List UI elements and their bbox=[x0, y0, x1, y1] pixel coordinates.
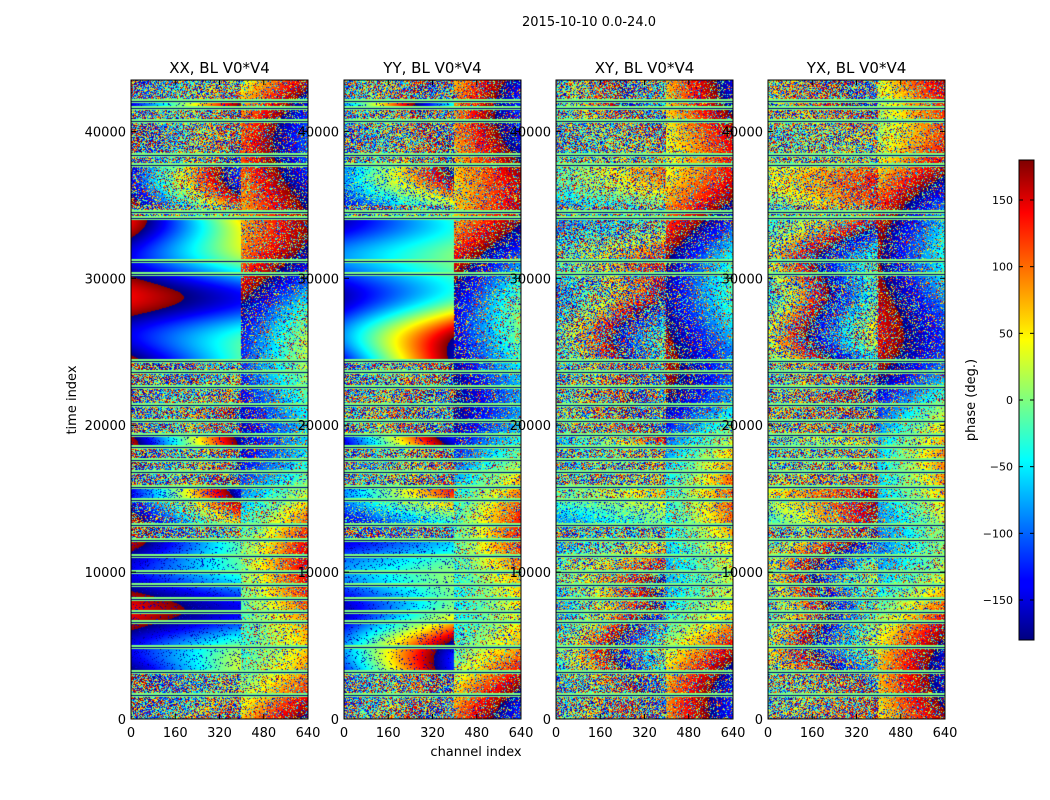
panel-xy: XY, BL V0*V4 0 160 320 480 640 0 10000 20000 3000… bbox=[510, 59, 746, 741]
figure-suptitle: 2015-10-10 0.0-24.0 bbox=[522, 15, 656, 30]
y-tick-label: 0 bbox=[543, 713, 551, 728]
panel-title: XX, BL V0*V4 bbox=[169, 59, 270, 77]
x-tick-label: 480 bbox=[251, 726, 276, 741]
x-tick-label: 320 bbox=[844, 726, 869, 741]
y-tick-label: 40000 bbox=[85, 125, 126, 140]
y-tick-label: 10000 bbox=[85, 566, 126, 581]
x-tick-label: 0 bbox=[127, 726, 135, 741]
x-tick-label: 320 bbox=[420, 726, 445, 741]
panel-title: XY, BL V0*V4 bbox=[595, 59, 695, 77]
x-tick-label: 0 bbox=[340, 726, 348, 741]
y-tick-label: 40000 bbox=[510, 125, 551, 140]
x-tick-label: 160 bbox=[588, 726, 613, 741]
x-tick-label: 160 bbox=[163, 726, 188, 741]
panel-yy: YY, BL V0*V4 0 160 320 480 640 0 10000 20000 3000… bbox=[298, 59, 534, 741]
x-tick-label: 480 bbox=[464, 726, 489, 741]
colorbar-ticks: 150 100 50 0 −50 −100 −150 bbox=[983, 194, 1034, 607]
x-tick-label: 480 bbox=[888, 726, 913, 741]
x-tick-label: 160 bbox=[376, 726, 401, 741]
phase-heatmap-image bbox=[768, 80, 945, 719]
y-tick-label: 20000 bbox=[510, 419, 551, 434]
phase-heatmap-image bbox=[131, 80, 308, 719]
colorbar-tick-label: −100 bbox=[983, 527, 1013, 540]
x-tick-label: 640 bbox=[509, 726, 534, 741]
x-tick-label: 640 bbox=[933, 726, 958, 741]
x-tick-label: 320 bbox=[207, 726, 232, 741]
colorbar-tick-label: 100 bbox=[992, 261, 1013, 274]
colorbar-tick-label: 0 bbox=[1006, 394, 1013, 407]
x-tick-label: 160 bbox=[800, 726, 825, 741]
phase-heatmap-image bbox=[556, 80, 733, 719]
colorbar: 150 100 50 0 −50 −100 −150 phase (deg.) bbox=[964, 159, 1035, 641]
y-tick-label: 10000 bbox=[510, 566, 551, 581]
colorbar-label: phase (deg.) bbox=[964, 359, 979, 441]
x-tick-label: 640 bbox=[721, 726, 746, 741]
y-tick-label: 20000 bbox=[85, 419, 126, 434]
colorbar-tick-label: 50 bbox=[999, 327, 1013, 340]
panel-yx: YX, BL V0*V4 0 160 320 480 640 0 10000 20000 3000… bbox=[722, 59, 958, 741]
x-tick-label: 320 bbox=[632, 726, 657, 741]
x-tick-label: 480 bbox=[676, 726, 701, 741]
y-tick-label: 10000 bbox=[722, 566, 763, 581]
y-tick-label: 20000 bbox=[298, 419, 339, 434]
y-tick-label: 40000 bbox=[722, 125, 763, 140]
x-tick-label: 0 bbox=[764, 726, 772, 741]
y-tick-label: 0 bbox=[331, 713, 339, 728]
y-tick-label: 30000 bbox=[722, 272, 763, 287]
x-tick-label: 640 bbox=[296, 726, 321, 741]
y-tick-label: 20000 bbox=[722, 419, 763, 434]
panel-xx: XX, BL V0*V4 0 160 320 480 640 0 10000 20000 3000… bbox=[85, 59, 321, 741]
y-tick-label: 10000 bbox=[298, 566, 339, 581]
colorbar-tick-label: −50 bbox=[990, 461, 1013, 474]
y-tick-label: 30000 bbox=[298, 272, 339, 287]
phase-heatmap-image bbox=[344, 80, 521, 719]
y-tick-label: 30000 bbox=[85, 272, 126, 287]
y-axis-label: time index bbox=[65, 365, 80, 434]
x-tick-label: 0 bbox=[552, 726, 560, 741]
colorbar-tick-label: 150 bbox=[992, 194, 1013, 207]
panel-title: YY, BL V0*V4 bbox=[382, 59, 481, 77]
colorbar-tick-label: −150 bbox=[983, 594, 1013, 607]
y-tick-label: 0 bbox=[755, 713, 763, 728]
y-tick-label: 30000 bbox=[510, 272, 551, 287]
y-tick-label: 40000 bbox=[298, 125, 339, 140]
y-tick-label: 0 bbox=[118, 713, 126, 728]
x-axis-label: channel index bbox=[430, 745, 521, 760]
panel-title: YX, BL V0*V4 bbox=[806, 59, 907, 77]
